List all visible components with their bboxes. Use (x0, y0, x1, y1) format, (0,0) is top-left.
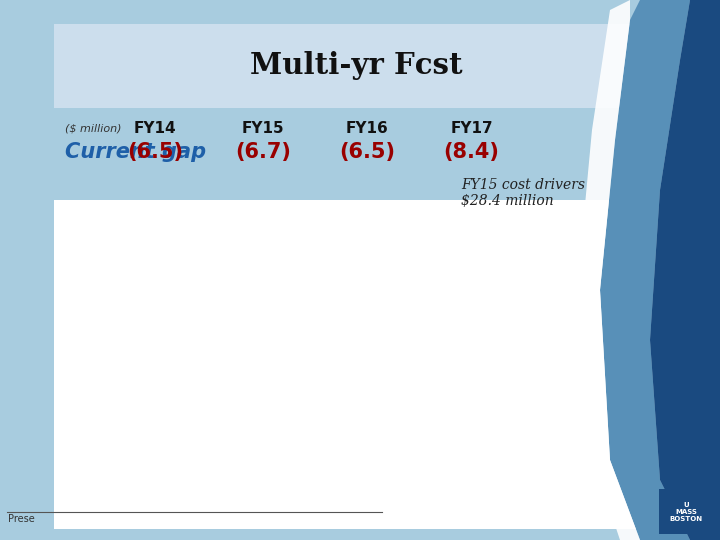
Text: Shuttle,  1,575: Shuttle, 1,575 (194, 263, 268, 272)
Text: Multi-yr Fcst: Multi-yr Fcst (250, 51, 463, 80)
Text: Faculty,
1,985: Faculty, 1,985 (135, 322, 173, 341)
Text: Bldgs,
2,594: Bldgs, 2,594 (133, 372, 164, 391)
PathPatch shape (578, 0, 640, 540)
Text: Current gap: Current gap (65, 142, 206, 163)
Wedge shape (119, 349, 248, 422)
Text: FY15 cost drivers
$28.4 million: FY15 cost drivers $28.4 million (461, 178, 585, 208)
Wedge shape (204, 238, 248, 367)
Text: FY16: FY16 (346, 121, 389, 136)
FancyBboxPatch shape (659, 489, 713, 534)
Text: (6.5): (6.5) (127, 142, 183, 163)
Text: U
MASS
BOSTON: U MASS BOSTON (670, 502, 703, 522)
Text: FY15: FY15 (241, 121, 284, 136)
Wedge shape (131, 367, 248, 468)
Wedge shape (248, 238, 378, 440)
Text: ($ million): ($ million) (65, 124, 121, 133)
Text: (8.4): (8.4) (444, 142, 500, 163)
Text: (6.7): (6.7) (235, 142, 291, 163)
Text: Personnel,  9,785: Personnel, 9,785 (271, 327, 358, 336)
Wedge shape (140, 245, 248, 367)
Text: FY17: FY17 (450, 121, 493, 136)
PathPatch shape (600, 0, 690, 540)
Text: Depreciation,
7,522: Depreciation, 7,522 (226, 432, 293, 451)
Text: Prese: Prese (8, 514, 35, 524)
Text: FY14: FY14 (133, 121, 176, 136)
Wedge shape (166, 367, 356, 497)
Text: Debt
service,
2,050: Debt service, 2,050 (149, 414, 188, 444)
Wedge shape (120, 296, 248, 367)
PathPatch shape (650, 0, 720, 540)
Text: All other,
2,905: All other, 2,905 (163, 278, 208, 298)
Text: (6.5): (6.5) (339, 142, 395, 163)
